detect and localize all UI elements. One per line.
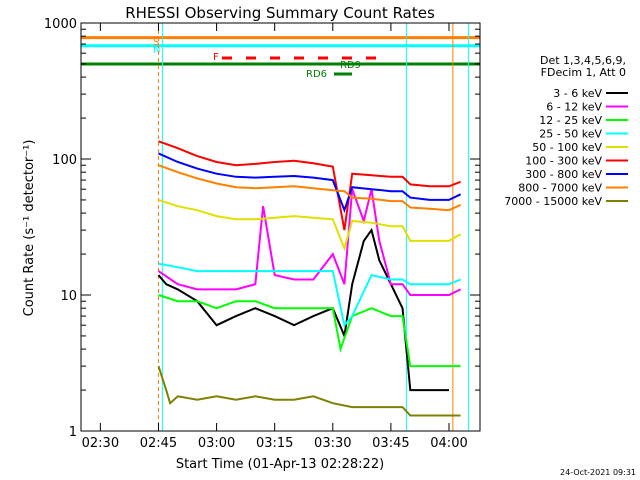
legend-label-1: 6 - 12 keV	[546, 101, 602, 114]
x-tick-label-2: 03:00	[198, 436, 235, 451]
x-axis-label: Start Time (01-Apr-13 02:28:22)	[176, 457, 384, 472]
legend-header-0: Det 1,3,4,5,6,9,	[540, 54, 626, 67]
series-line-2	[158, 294, 461, 368]
legend-label-8: 7000 - 15000 keV	[504, 195, 602, 208]
legend-label-7: 800 - 7000 keV	[518, 182, 602, 195]
footer-timestamp: 24-Oct-2021 09:31	[560, 468, 636, 477]
series-line-1	[157, 188, 462, 296]
legend-header-1: FDecim 1, Att 0	[541, 66, 626, 79]
legend-label-0: 3 - 6 keV	[553, 87, 602, 100]
x-tick-label-1: 02:45	[140, 436, 177, 451]
plot-frame	[80, 22, 481, 432]
series-line-6	[158, 152, 462, 214]
x-tick-label-0: 02:30	[82, 436, 119, 451]
flag-label-s: S	[153, 37, 159, 48]
legend-label-6: 300 - 800 keV	[525, 168, 602, 181]
y-tick-label-2: 100	[52, 153, 77, 168]
y-tick-label-3: 1000	[44, 17, 77, 32]
x-tick-label-4: 03:30	[314, 436, 351, 451]
legend-label-4: 50 - 100 keV	[532, 141, 602, 154]
y-tick-label-0: 1	[69, 425, 77, 440]
x-tick-label-3: 03:15	[256, 436, 293, 451]
x-tick-label-5: 03:45	[372, 436, 409, 451]
series-line-7	[158, 164, 462, 212]
legend: Det 1,3,4,5,6,9,FDecim 1, Att 0 3 - 6 keV…	[504, 54, 628, 208]
axes: 02:30 02:45 03:00 03:15 03:30 03:45 04:00 1 10 10…	[44, 17, 481, 451]
legend-label-5: 100 - 300 keV	[525, 155, 602, 168]
legend-label-3: 25 - 50 keV	[539, 128, 602, 141]
y-axis-label: Count Rate (s⁻¹ detector⁻¹)	[22, 140, 37, 317]
plot-area: F RD9 RD6 SN	[80, 23, 480, 431]
series-line-8	[157, 365, 461, 417]
flag-label-rd9: RD9	[340, 60, 361, 71]
flag-label-f: F	[213, 52, 219, 63]
chart-title: RHESSI Observing Summary Count Rates	[125, 4, 435, 22]
y-tick-label-1: 10	[60, 289, 77, 304]
series-line-5	[158, 140, 461, 231]
x-tick-label-6: 04:00	[430, 436, 467, 451]
series-line-4	[158, 198, 462, 252]
series-line-3	[158, 262, 461, 328]
legend-label-2: 12 - 25 keV	[539, 114, 602, 127]
flag-label-n: N	[153, 45, 160, 56]
flag-label-rd6: RD6	[306, 69, 327, 80]
